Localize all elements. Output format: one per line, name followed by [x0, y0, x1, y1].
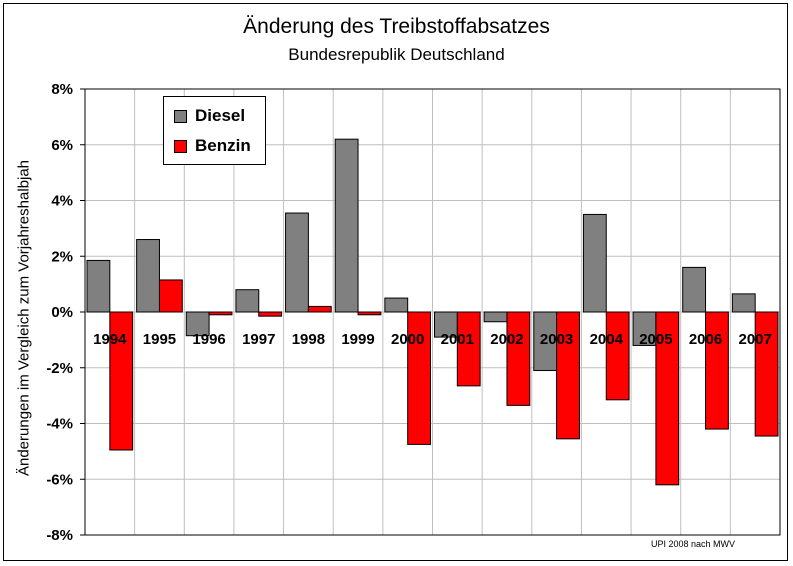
- chart-title: Änderung des Treibstoffabsatzes: [243, 15, 550, 38]
- x-tick-label: 2000: [391, 331, 424, 348]
- bar-benzin-2001: [456, 311, 481, 387]
- y-tick-label: 2%: [51, 248, 73, 265]
- x-tick-label: 2005: [639, 331, 672, 348]
- bar-benzin-1995: [158, 279, 183, 313]
- bar-diesel-1996: [185, 311, 210, 337]
- legend-item-diesel: Diesel: [174, 105, 245, 127]
- x-tick-label: 1997: [242, 331, 275, 348]
- x-tick-label: 2003: [540, 331, 573, 348]
- x-tick-label: 1999: [341, 331, 374, 348]
- bar-benzin-2007: [754, 311, 779, 437]
- bar-benzin-2000: [407, 311, 431, 445]
- bar-benzin-2003: [556, 311, 580, 440]
- bar-diesel-1997: [235, 289, 260, 313]
- bar-benzin-2004: [605, 311, 630, 401]
- legend: Diesel Benzin: [163, 96, 266, 165]
- legend-swatch-benzin: [174, 139, 187, 153]
- bar-benzin-2006: [705, 311, 729, 430]
- y-tick-label: 8%: [51, 81, 73, 98]
- plot-border: [84, 88, 781, 536]
- legend-swatch-diesel: [174, 109, 187, 123]
- y-tick-label: -8%: [46, 527, 73, 544]
- x-tick-label: 2004: [590, 331, 624, 348]
- legend-item-benzin: Benzin: [174, 135, 251, 157]
- bar-diesel-1998: [285, 212, 309, 313]
- bar-benzin-1997: [258, 311, 283, 317]
- x-tick-label: 1996: [192, 331, 225, 348]
- x-tick-label: 2002: [490, 331, 523, 348]
- chart-subtitle: Bundesrepublik Deutschland: [288, 45, 505, 64]
- y-tick-label: 0%: [51, 304, 73, 321]
- bar-diesel-1994: [86, 259, 111, 313]
- bar-diesel-2004: [582, 213, 607, 313]
- bar-diesel-2007: [731, 293, 756, 313]
- x-tick-label: 2006: [689, 331, 722, 348]
- y-tick-label: -4%: [46, 416, 73, 433]
- bar-benzin-1999: [357, 311, 382, 316]
- bar-diesel-2000: [384, 297, 409, 313]
- y-tick-label: -2%: [46, 360, 73, 377]
- source-note: UPI 2008 nach MWV: [651, 539, 736, 549]
- bar-diesel-2006: [682, 266, 707, 313]
- x-tick-label: 2001: [441, 331, 474, 348]
- legend-label-diesel: Diesel: [195, 106, 246, 125]
- bar-benzin-1994: [109, 311, 134, 451]
- x-tick-label: 1995: [143, 331, 176, 348]
- y-tick-label: 4%: [51, 193, 73, 210]
- y-tick-label: -6%: [46, 471, 73, 488]
- bar-benzin-1996: [208, 311, 233, 316]
- bar-benzin-2005: [655, 311, 680, 486]
- bar-benzin-2002: [506, 311, 531, 406]
- x-tick-label: 1998: [292, 331, 325, 348]
- bar-diesel-1999: [334, 138, 359, 313]
- x-tick-label: 2007: [738, 331, 771, 348]
- x-tick-label: 1994: [93, 331, 127, 348]
- bar-benzin-1998: [307, 305, 332, 313]
- bar-diesel-2002: [483, 311, 508, 323]
- bar-diesel-1995: [136, 239, 160, 313]
- legend-label-benzin: Benzin: [195, 136, 251, 155]
- y-tick-label: 6%: [51, 137, 73, 154]
